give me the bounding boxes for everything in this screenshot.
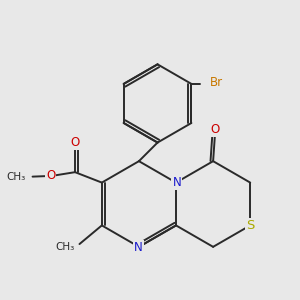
Text: N: N — [172, 176, 181, 189]
Text: Br: Br — [210, 76, 223, 89]
Text: O: O — [70, 136, 80, 149]
Text: S: S — [246, 219, 254, 232]
Text: CH₃: CH₃ — [56, 242, 75, 252]
Text: CH₃: CH₃ — [7, 172, 26, 182]
Text: N: N — [134, 241, 142, 254]
Text: O: O — [210, 123, 220, 136]
Text: O: O — [46, 169, 56, 182]
